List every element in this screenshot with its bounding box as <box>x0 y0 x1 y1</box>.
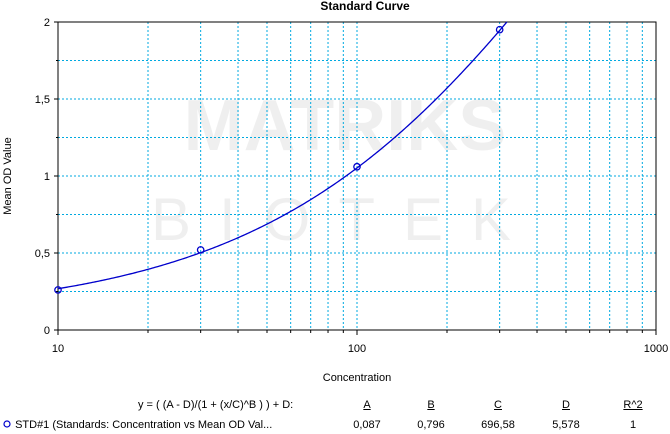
y-tick-label: 0,5 <box>35 248 50 260</box>
data-point <box>196 246 205 254</box>
data-point <box>353 162 361 171</box>
fit-param-value: 696,58 <box>481 419 515 431</box>
fit-param-header: R^2 <box>623 399 643 411</box>
fit-param-header: D <box>562 399 570 411</box>
fit-curve-line <box>57 21 508 290</box>
fit-param-header: C <box>494 399 502 411</box>
y-tick-label: 0 <box>44 325 50 337</box>
watermark-logo: MATRIKS BIOTEK <box>151 86 539 253</box>
y-axis-label: Mean OD Value <box>2 137 14 214</box>
x-axis-ticks: 10 100 1000 <box>52 330 668 355</box>
x-tick-label: 10 <box>52 343 64 355</box>
data-point <box>495 25 504 34</box>
y-tick-label: 2 <box>44 17 50 29</box>
x-axis-label: Concentration <box>323 372 392 384</box>
y-tick-label: 1,5 <box>35 94 50 106</box>
fit-param-header: B <box>427 399 435 411</box>
chart-title: Standard Curve <box>320 0 410 13</box>
svg-text:MATRIKS: MATRIKS <box>184 86 507 166</box>
x-tick-label: 1000 <box>644 343 668 355</box>
grid-lines <box>58 22 656 330</box>
legend-marker-icon <box>3 420 11 428</box>
fit-param-value: 0,796 <box>417 419 445 431</box>
fit-equation: y = ( (A - D)/(1 + (x/C)^B ) ) + D: <box>138 399 294 411</box>
data-points <box>54 25 504 294</box>
fit-param-value: 0,087 <box>353 419 381 431</box>
svg-text:BIOTEK: BIOTEK <box>151 186 539 253</box>
fit-param-value: 1 <box>629 419 637 431</box>
data-point <box>54 286 62 294</box>
fit-param-value: 5,578 <box>552 419 580 431</box>
y-axis-ticks: 0 0,5 1 1,5 2 <box>35 17 58 337</box>
fit-param-header: A <box>363 399 371 411</box>
x-tick-label: 100 <box>348 343 366 355</box>
legend-entry: STD#1 (Standards: Concentration vs Mean … <box>2 419 272 431</box>
legend-series-name: STD#1 (Standards: Concentration vs Mean … <box>15 419 273 431</box>
y-tick-label: 1 <box>44 171 50 183</box>
